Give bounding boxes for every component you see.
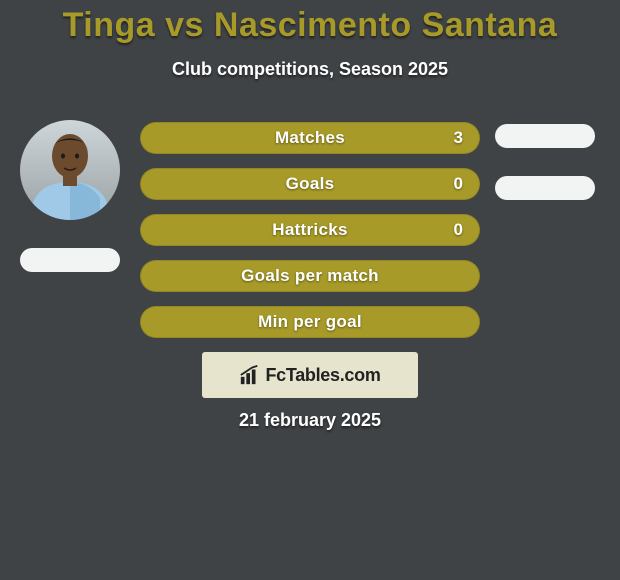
player-right-pill-1 [495, 124, 595, 148]
stat-label: Hattricks [272, 220, 347, 240]
avatar-icon [20, 120, 120, 220]
stat-label: Goals per match [241, 266, 379, 286]
bar-chart-icon [239, 364, 261, 386]
stat-bar-goals-per-match: Goals per match [140, 260, 480, 292]
date-label: 21 february 2025 [0, 410, 620, 431]
stat-bar-matches: Matches 3 [140, 122, 480, 154]
stat-bar-goals: Goals 0 [140, 168, 480, 200]
stat-value: 0 [454, 174, 463, 194]
page-title: Tinga vs Nascimento Santana [0, 0, 620, 45]
player-right-pill-2 [495, 176, 595, 200]
stat-value: 0 [454, 220, 463, 240]
player-right-column [490, 124, 600, 200]
stat-bar-hattricks: Hattricks 0 [140, 214, 480, 246]
logo-text: FcTables.com [265, 365, 380, 386]
fctables-logo: FcTables.com [202, 352, 418, 398]
player-left-avatar [20, 120, 120, 220]
subtitle: Club competitions, Season 2025 [0, 59, 620, 80]
stat-label: Matches [275, 128, 345, 148]
player-left-column [10, 120, 130, 272]
player-left-name-pill [20, 248, 120, 272]
stat-label: Min per goal [258, 312, 362, 332]
stat-value: 3 [454, 128, 463, 148]
stat-bar-min-per-goal: Min per goal [140, 306, 480, 338]
stat-label: Goals [286, 174, 335, 194]
stat-bars: Matches 3 Goals 0 Hattricks 0 Goals per … [140, 122, 480, 338]
infographic-root: Tinga vs Nascimento Santana Club competi… [0, 0, 620, 580]
